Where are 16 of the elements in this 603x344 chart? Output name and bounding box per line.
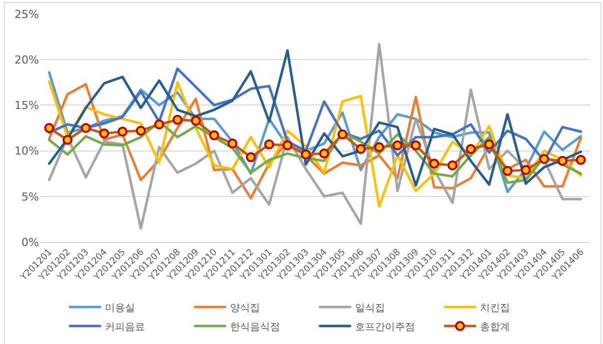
line-series: [48, 49, 582, 187]
y-tick-label: 20%: [14, 53, 39, 66]
y-tick-label: 5%: [22, 190, 39, 204]
legend-label: 치킨집: [480, 302, 510, 314]
legend-label: 양식집: [230, 302, 260, 314]
y-tick-label: 10%: [14, 144, 39, 158]
legend-label: 일식집: [355, 302, 385, 314]
y-tick-label: 25%: [14, 8, 39, 21]
legend-label: 호프간이주점: [355, 322, 415, 333]
legend-label: 미용실: [105, 302, 135, 314]
legend-label: 한식음식점: [230, 322, 280, 333]
point: [558, 156, 568, 166]
y-tick-label: 0%: [22, 236, 39, 249]
legend-label: 커피음료: [105, 322, 145, 333]
y-tick-label: 15%: [14, 99, 39, 112]
legend-label: 총합계: [480, 322, 510, 333]
